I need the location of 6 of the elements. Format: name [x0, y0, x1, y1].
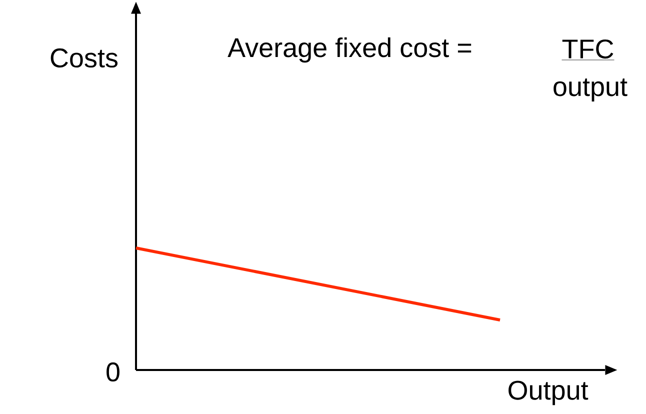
- text: 0: [106, 362, 120, 382]
- text: Costs: [50, 48, 118, 68]
- text: TFC: [562, 39, 614, 59]
- x-axis-title: Output: [508, 380, 588, 406]
- text: Average fixed cost =: [228, 37, 472, 63]
- text: output: [554, 78, 628, 102]
